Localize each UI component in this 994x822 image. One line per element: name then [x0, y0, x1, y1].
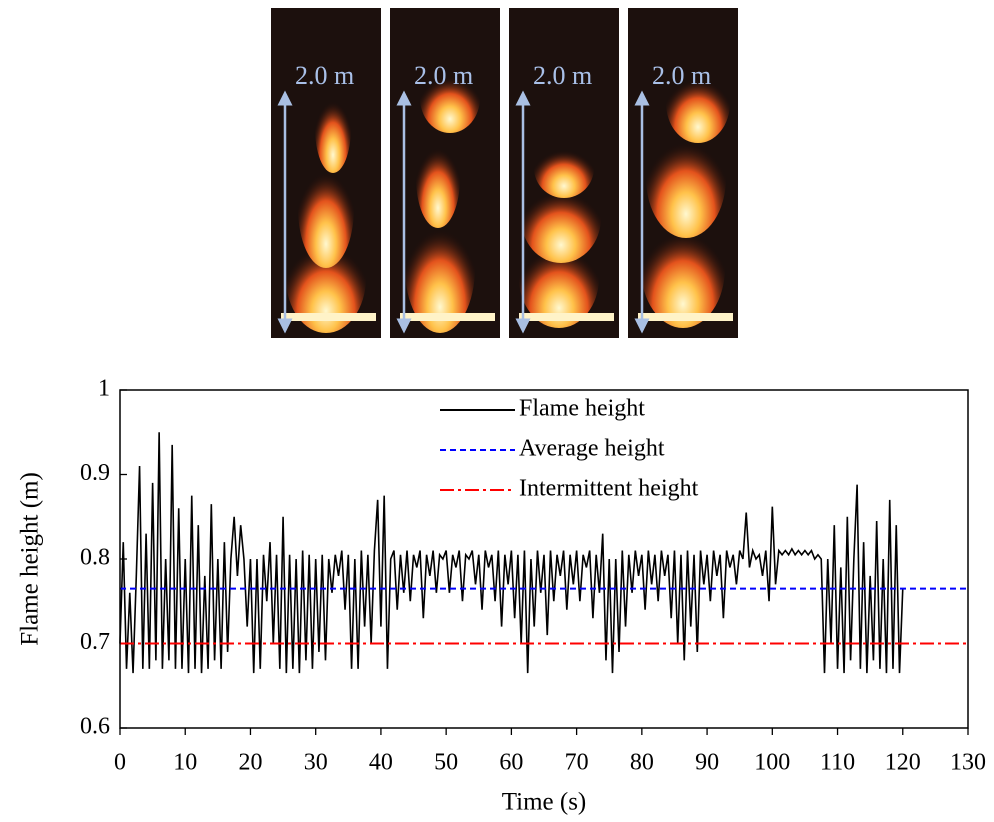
- y-tick-label: 0.9: [80, 460, 110, 486]
- x-tick-label: 50: [434, 750, 458, 776]
- flame: [534, 138, 594, 198]
- x-tick-label: 110: [820, 750, 855, 776]
- burner: [281, 313, 376, 321]
- x-tick-label: 70: [565, 750, 589, 776]
- flame: [315, 83, 351, 173]
- x-tick-label: 20: [238, 750, 262, 776]
- photo-label: 2.0 m: [295, 61, 354, 90]
- burner: [400, 313, 495, 321]
- x-tick-label: 30: [304, 750, 328, 776]
- series-line: [119, 432, 904, 674]
- photo-label: 2.0 m: [414, 61, 473, 90]
- x-tick-label: 100: [754, 750, 790, 776]
- flame-photo: 2.0 m: [509, 8, 619, 338]
- plot-frame: [119, 389, 969, 729]
- flame: [521, 173, 601, 263]
- flame: [666, 63, 730, 143]
- x-tick-label: 120: [885, 750, 921, 776]
- flame: [286, 223, 366, 333]
- y-tick-label: 0.6: [80, 714, 110, 740]
- flame: [646, 118, 726, 238]
- flame-photo: 2.0 m: [628, 8, 738, 338]
- x-tick-label: 90: [695, 750, 719, 776]
- x-tick-label: 10: [173, 750, 197, 776]
- x-tick-label: 130: [950, 750, 986, 776]
- x-tick-label: 60: [499, 750, 523, 776]
- flame-photo: 2.0 m: [390, 8, 500, 338]
- burner: [638, 313, 733, 321]
- flame: [405, 203, 475, 333]
- x-tick-label: 40: [369, 750, 393, 776]
- flame: [641, 208, 725, 328]
- y-tick-label: 1: [98, 376, 110, 402]
- x-tick-label: 0: [114, 750, 126, 776]
- x-tick-label: 80: [630, 750, 654, 776]
- y-tick-label: 0.7: [80, 629, 110, 655]
- y-tick-label: 0.8: [80, 545, 110, 571]
- photo-label: 2.0 m: [533, 61, 592, 90]
- x-axis-title: Time (s): [502, 789, 587, 816]
- burner: [519, 313, 614, 321]
- flame-photo: 2.0 m: [271, 8, 381, 338]
- flame: [298, 148, 354, 268]
- y-axis-title: Flame height (m): [17, 472, 44, 646]
- flame: [416, 128, 460, 228]
- legend-label: Intermittent height: [519, 476, 699, 502]
- legend-label: Flame height: [519, 396, 645, 422]
- photo-label: 2.0 m: [652, 61, 711, 90]
- flame: [420, 63, 480, 133]
- legend-label: Average height: [519, 436, 665, 462]
